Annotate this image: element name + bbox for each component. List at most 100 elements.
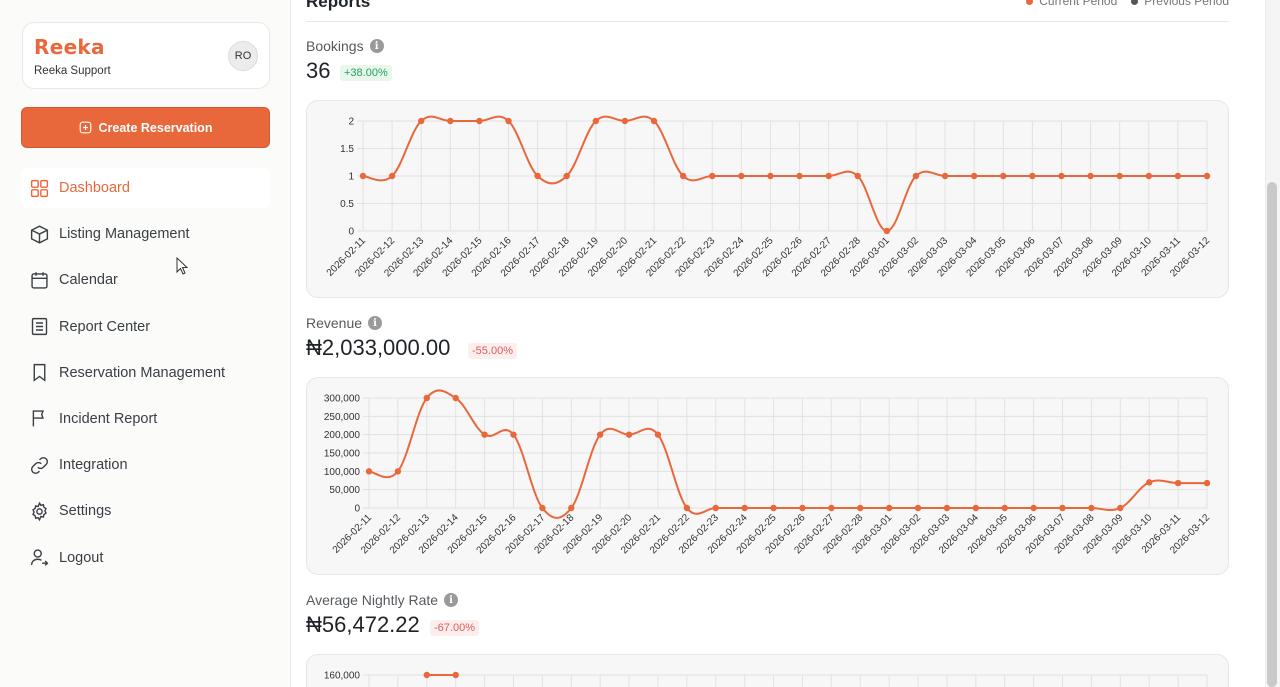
bookings-value: 36 <box>306 58 331 83</box>
data-point <box>481 431 488 438</box>
sidebar-item-label: Settings <box>59 503 112 520</box>
sidebar-item-listing-management[interactable]: Listing Management <box>21 214 270 254</box>
data-point <box>854 172 861 180</box>
data-point <box>912 172 920 180</box>
data-point <box>799 504 806 512</box>
data-point <box>394 468 402 475</box>
data-point <box>447 117 454 125</box>
account-name: Reeka Support <box>34 65 111 77</box>
sidebar-item-label: Dashboard <box>59 180 130 196</box>
user-logout-icon <box>28 547 50 569</box>
sidebar-item-calendar[interactable]: Calendar <box>21 260 270 300</box>
data-point <box>883 227 891 235</box>
sidebar-item-label: Calendar <box>59 272 118 289</box>
data-point <box>767 172 774 180</box>
y-tick-label: 2 <box>348 117 354 128</box>
metric-title: Bookings <box>306 38 364 54</box>
avatar[interactable]: RO <box>228 41 258 71</box>
create-reservation-button[interactable]: Create Reservation <box>21 107 270 148</box>
data-point <box>941 172 949 180</box>
calendar-icon <box>28 269 50 291</box>
y-tick-label: 100,000 <box>324 467 361 478</box>
anr-change-badge: -67.00% <box>430 620 479 636</box>
main-content: Reports Current Period Previous Period B… <box>291 0 1265 687</box>
data-point <box>423 394 430 402</box>
data-point <box>505 117 512 125</box>
legend-dot <box>1026 0 1034 6</box>
y-tick-label: 1 <box>348 172 354 183</box>
scrollbar-thumb[interactable] <box>1267 182 1277 687</box>
y-tick-label: 1.5 <box>340 144 354 155</box>
data-point <box>825 172 832 180</box>
sidebar-item-dashboard[interactable]: Dashboard <box>21 168 270 208</box>
data-point <box>970 172 978 180</box>
y-tick-label: 300,000 <box>324 394 361 405</box>
data-point <box>885 504 893 512</box>
chart-legend: Current Period Previous Period <box>1026 0 1229 8</box>
sidebar-item-label: Incident Report <box>59 410 158 427</box>
sidebar-item-logout[interactable]: Logout <box>21 538 270 578</box>
data-point <box>568 504 575 512</box>
document-icon <box>28 316 50 338</box>
data-point <box>943 504 951 512</box>
bookings-chart: 00.511.522026-02-112026-02-122026-02-132… <box>325 115 1212 279</box>
data-point <box>1145 172 1152 180</box>
anr-chart: 160,000 <box>324 671 1208 687</box>
data-point <box>683 504 691 512</box>
bookings-chart-card: 0 0.5 1 1.5 2 2026-02-11 2026-02-12 2026-02-13 2… <box>306 100 1229 298</box>
sidebar-item-reservation-management[interactable]: Reservation Management <box>21 353 270 393</box>
anr-chart-card: 160,000 <box>306 654 1229 687</box>
anr-label: Average Nightly Rate i <box>306 592 459 608</box>
info-icon[interactable]: i <box>444 593 459 607</box>
legend-label: Previous Period <box>1144 0 1229 8</box>
legend-dot <box>1131 0 1139 6</box>
plus-square-icon <box>79 121 91 134</box>
anr-value: ₦56,472.22 <box>306 612 420 637</box>
revenue-value: ₦2,033,000.00 <box>306 335 451 360</box>
bookings-change-badge: +38.00% <box>340 65 392 81</box>
revenue-label: Revenue i <box>306 315 383 331</box>
bookmark-icon <box>28 362 50 384</box>
y-tick-label: 0.5 <box>340 199 354 210</box>
sidebar-item-report-center[interactable]: Report Center <box>21 307 270 347</box>
data-point <box>388 172 396 180</box>
y-tick-label: 0 <box>348 227 354 238</box>
sidebar-item-integration[interactable]: Integration <box>21 445 270 485</box>
data-point <box>423 671 430 679</box>
data-point <box>1174 172 1182 180</box>
bookings-label: Bookings i <box>306 38 384 54</box>
data-point <box>1001 504 1008 512</box>
revenue-chart: 0 50,000 100,000 150,000 200,000 250,000 300,0… <box>324 389 1212 556</box>
info-icon[interactable]: i <box>368 316 383 330</box>
data-point <box>857 504 864 512</box>
data-point <box>1029 172 1036 180</box>
legend-item-current: Current Period <box>1026 0 1117 8</box>
account-card[interactable]: Reeka Reeka Support RO <box>22 22 270 89</box>
sidebar-item-settings[interactable]: Settings <box>21 491 270 531</box>
reports-header: Reports Current Period Previous Period <box>306 0 1229 22</box>
data-point <box>534 172 541 180</box>
data-point <box>679 172 687 180</box>
y-tick-label: 150,000 <box>324 449 361 460</box>
data-point <box>365 468 373 475</box>
data-point <box>654 431 662 438</box>
metric-title: Average Nightly Rate <box>306 592 439 608</box>
sidebar-item-incident-report[interactable]: Incident Report <box>21 399 270 439</box>
sidebar-item-label: Integration <box>59 457 128 474</box>
page-title: Reports <box>306 0 371 11</box>
data-point <box>1203 479 1211 487</box>
data-point <box>1059 504 1066 512</box>
data-point <box>1116 172 1123 180</box>
y-tick-label: 200,000 <box>324 430 361 441</box>
info-icon[interactable]: i <box>369 39 384 53</box>
y-tick-label: 0 <box>354 504 360 515</box>
sidebar-nav: Dashboard Listing Management Calendar Re… <box>21 168 270 584</box>
brand-logo: Reeka <box>34 35 105 59</box>
data-point <box>1087 172 1094 180</box>
series-line <box>362 115 1207 233</box>
data-point <box>592 117 600 125</box>
flag-icon <box>28 408 50 430</box>
metric-title: Revenue <box>306 315 363 331</box>
data-point <box>1058 172 1065 180</box>
